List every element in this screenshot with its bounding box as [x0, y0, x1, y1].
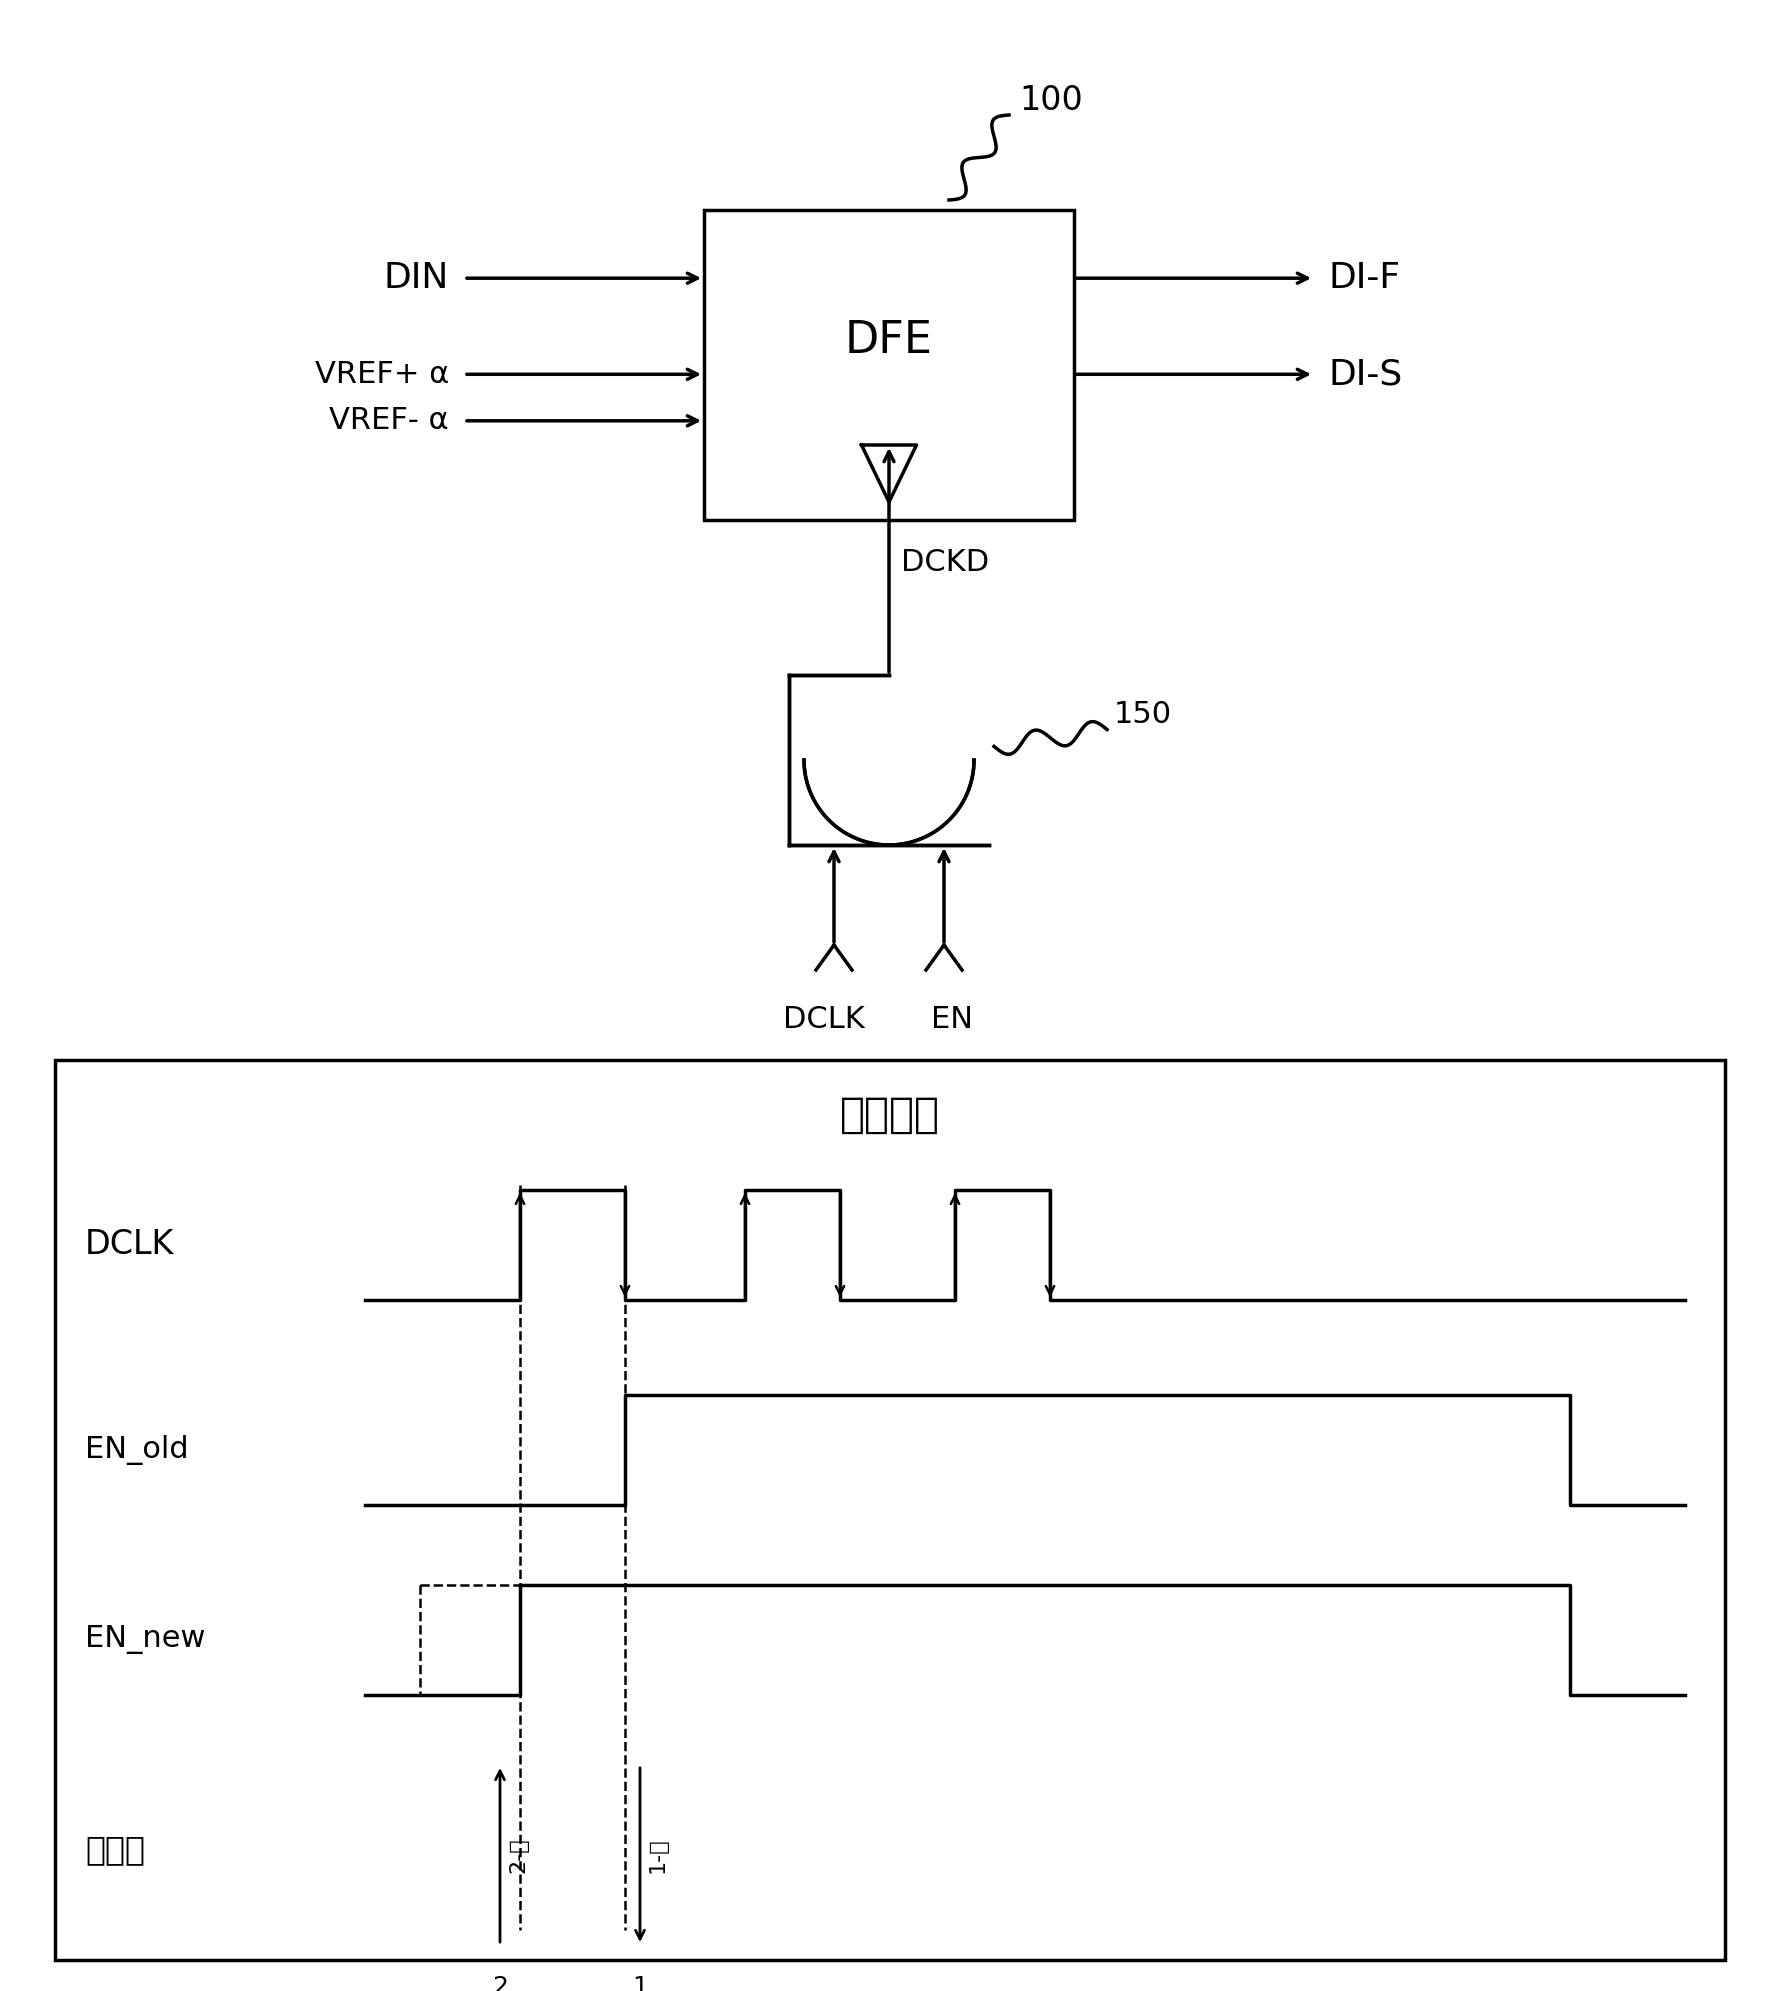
Text: DIN: DIN [384, 261, 448, 295]
Text: 150: 150 [1114, 701, 1172, 729]
Text: 100: 100 [1019, 84, 1083, 117]
Text: EN_old: EN_old [85, 1436, 189, 1465]
Text: 2-位: 2-位 [509, 1838, 528, 1874]
Text: DCKD: DCKD [900, 548, 989, 577]
Text: EN_new: EN_new [85, 1625, 206, 1655]
Text: DFE: DFE [845, 319, 932, 362]
Bar [55, 1059, 1726, 1959]
Text: DI-S: DI-S [1329, 356, 1404, 392]
Text: VREF- α: VREF- α [329, 406, 448, 436]
Text: VREF+ α: VREF+ α [315, 360, 448, 388]
Text: 1: 1 [632, 1975, 648, 1991]
Polygon shape [790, 675, 973, 844]
Bar [420, 1585, 519, 1694]
Text: DI-F: DI-F [1329, 261, 1402, 295]
Bar [704, 209, 1075, 520]
Text: 1-位: 1-位 [648, 1838, 667, 1874]
Text: 预采样: 预采样 [85, 1834, 146, 1866]
Text: 2: 2 [493, 1975, 509, 1991]
Text: DCLK: DCLK [783, 1005, 865, 1033]
Text: DCLK: DCLK [85, 1228, 174, 1262]
Text: 采样定时: 采样定时 [840, 1093, 939, 1137]
Text: EN: EN [930, 1005, 973, 1033]
